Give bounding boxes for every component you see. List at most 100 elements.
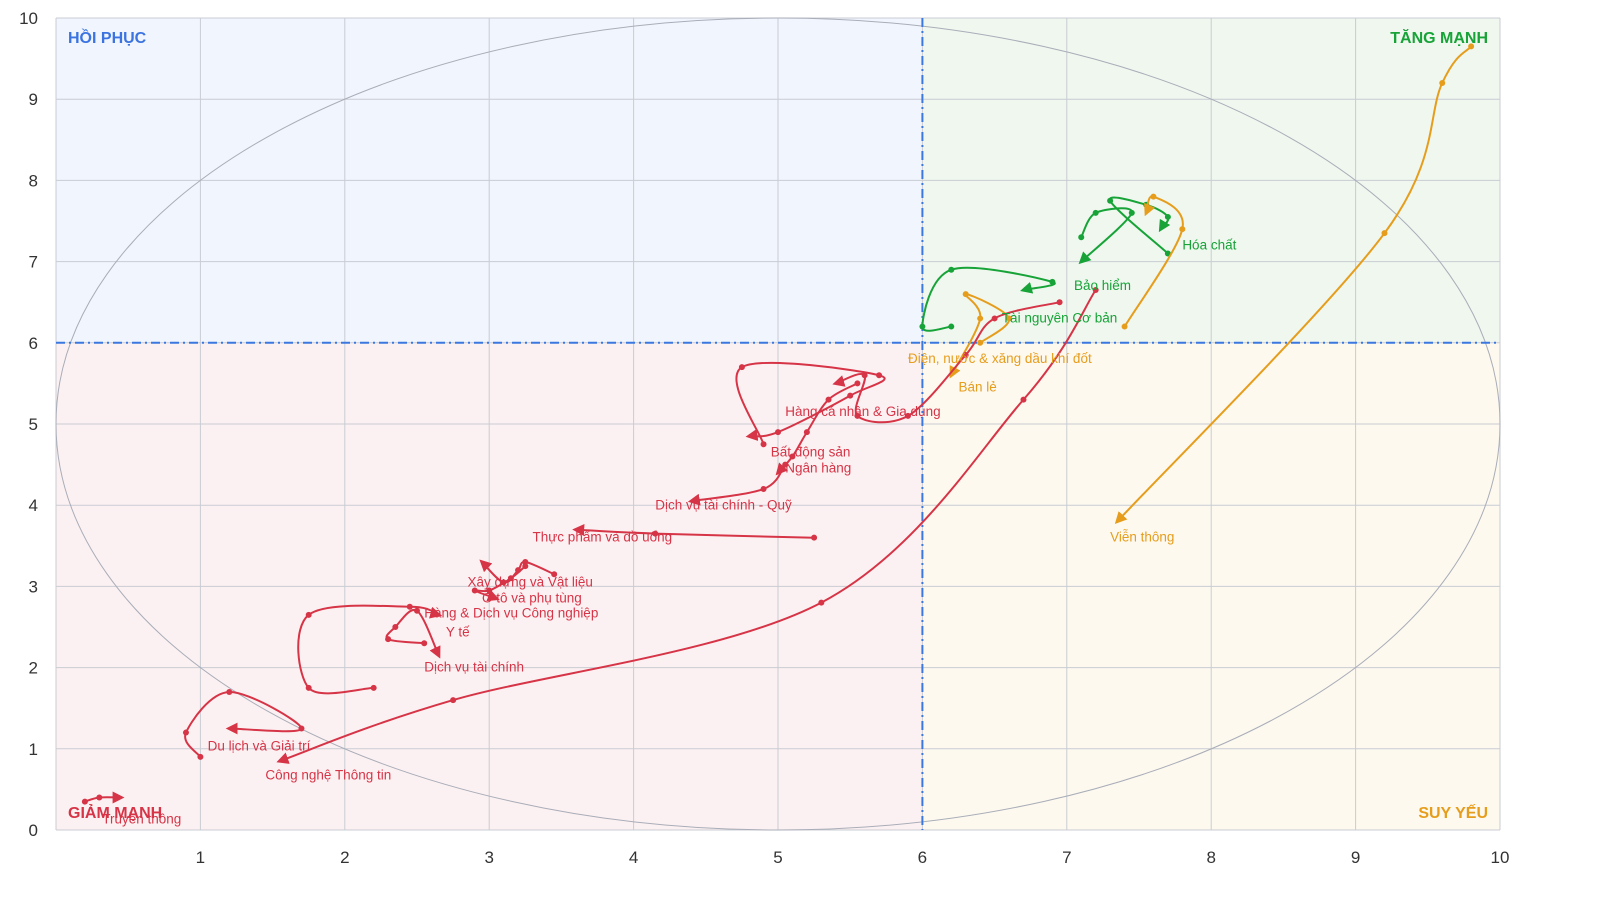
series-point bbox=[226, 688, 233, 695]
series-point bbox=[507, 575, 514, 582]
series-point bbox=[1049, 278, 1056, 285]
quadrant-label-recovery: HỒI PHỤC bbox=[68, 28, 147, 47]
series-label: Tài nguyên Cơ bản bbox=[1002, 311, 1117, 326]
series-labels: Hóa chất Bảo hiểm Tài nguyên Cơ bản Điện, n… bbox=[102, 237, 1236, 826]
series-label: Dịch vụ tài chính bbox=[424, 660, 524, 675]
series-label: Viễn thông bbox=[1110, 530, 1174, 545]
series-label: Ô tô và phụ tùng bbox=[482, 591, 582, 606]
series-trail-1 bbox=[1078, 207, 1135, 265]
series-point bbox=[392, 624, 399, 630]
series-point bbox=[421, 640, 428, 647]
series-point bbox=[406, 603, 413, 610]
series-point bbox=[1128, 209, 1135, 216]
quadrant-labels: HỒI PHỤC TĂNG MẠNH GIẢM MẠNH SUY YẾU bbox=[68, 28, 1488, 822]
series-point bbox=[81, 798, 88, 805]
series-trail-6 bbox=[276, 287, 1099, 764]
series-label: Thực phẩm và đồ uống bbox=[533, 530, 673, 545]
y-tick-label: 10 bbox=[19, 9, 38, 28]
quadrant-label-weakening: SUY YẾU bbox=[1418, 803, 1488, 822]
series-point bbox=[854, 412, 861, 419]
series-point bbox=[782, 461, 789, 468]
series-point bbox=[789, 453, 796, 460]
quadrant-label-falling: GIẢM MẠNH bbox=[68, 803, 162, 822]
series-label: Bán lẻ bbox=[959, 380, 997, 395]
series-label: Bảo hiểm bbox=[1074, 278, 1131, 293]
x-tick-label: 2 bbox=[340, 848, 349, 867]
x-tick-label: 4 bbox=[629, 848, 638, 867]
series-point bbox=[854, 380, 861, 387]
y-tick-label: 1 bbox=[29, 740, 38, 759]
series-point bbox=[1439, 79, 1446, 86]
series-point bbox=[486, 587, 493, 594]
series-label: Du lịch và Giải trí bbox=[208, 738, 311, 753]
series-point bbox=[738, 364, 745, 371]
series-point bbox=[305, 684, 312, 691]
x-tick-label: 7 bbox=[1062, 848, 1071, 867]
series-point bbox=[847, 392, 854, 399]
series-point bbox=[977, 315, 984, 322]
x-tick-label: 1 bbox=[196, 848, 205, 867]
series-point bbox=[385, 636, 392, 643]
x-tick-label: 6 bbox=[918, 848, 927, 867]
series-trail-11 bbox=[572, 523, 818, 541]
series-point bbox=[775, 429, 781, 436]
series-point bbox=[1078, 234, 1085, 241]
series-point bbox=[305, 611, 312, 618]
series-point bbox=[182, 729, 189, 736]
series-trail-5 bbox=[949, 291, 1013, 379]
y-tick-label: 0 bbox=[29, 821, 38, 840]
series-point bbox=[977, 339, 984, 346]
series-point bbox=[1468, 43, 1475, 50]
series-trail-16 bbox=[182, 688, 305, 760]
series-trail-8 bbox=[735, 361, 886, 448]
series-point bbox=[962, 351, 969, 358]
y-tick-label: 2 bbox=[29, 659, 38, 678]
series-point bbox=[370, 684, 377, 691]
series-trail-10 bbox=[687, 461, 789, 506]
series-trail-15 bbox=[385, 607, 441, 659]
series-point bbox=[811, 534, 818, 541]
series-label: Ngân hàng bbox=[785, 461, 851, 476]
series-label: Điện, nước & xăng dầu khí đốt bbox=[908, 351, 1092, 366]
series-point bbox=[818, 599, 825, 606]
axis-ticks: 1 2 3 4 5 6 7 8 9 10 0 1 2 3 4 5 6 7 8 9 10 bbox=[19, 9, 1509, 867]
series-point bbox=[471, 587, 478, 594]
x-tick-label: 5 bbox=[773, 848, 782, 867]
y-tick-label: 7 bbox=[29, 253, 38, 272]
series-point bbox=[1107, 197, 1114, 204]
series-point bbox=[652, 530, 659, 537]
series-point bbox=[948, 266, 955, 273]
series-trail-17 bbox=[81, 791, 125, 805]
series-point bbox=[450, 697, 457, 704]
series-label: Bất động sản bbox=[771, 444, 851, 459]
series-point bbox=[522, 563, 529, 570]
series-point bbox=[1092, 209, 1099, 216]
series-point bbox=[1092, 287, 1099, 294]
quadrant-label-strong: TĂNG MẠNH bbox=[1390, 28, 1488, 47]
series-point bbox=[948, 323, 955, 330]
series-trail-3 bbox=[1114, 43, 1475, 525]
series-trail-2 bbox=[919, 266, 1056, 332]
series-point bbox=[1164, 213, 1171, 220]
series-point bbox=[825, 396, 832, 403]
y-tick-label: 5 bbox=[29, 415, 38, 434]
y-tick-label: 9 bbox=[29, 90, 38, 109]
series-trail-13 bbox=[471, 563, 529, 602]
series-trail-9 bbox=[775, 380, 861, 476]
series-point bbox=[1150, 193, 1157, 200]
series-point bbox=[904, 412, 911, 419]
threshold-lines bbox=[56, 18, 1500, 830]
series-label: Truyền thông bbox=[102, 812, 181, 827]
series-point bbox=[760, 441, 767, 448]
series-point bbox=[1381, 230, 1388, 237]
series-label: Y tế bbox=[446, 625, 470, 640]
series-point bbox=[760, 485, 767, 492]
series-point bbox=[876, 372, 883, 379]
y-tick-label: 8 bbox=[29, 171, 38, 190]
series-point bbox=[298, 725, 305, 732]
series-point bbox=[962, 291, 969, 298]
guide-ellipse bbox=[55, 17, 1501, 831]
y-tick-label: 3 bbox=[29, 577, 38, 596]
series-point bbox=[551, 571, 558, 578]
